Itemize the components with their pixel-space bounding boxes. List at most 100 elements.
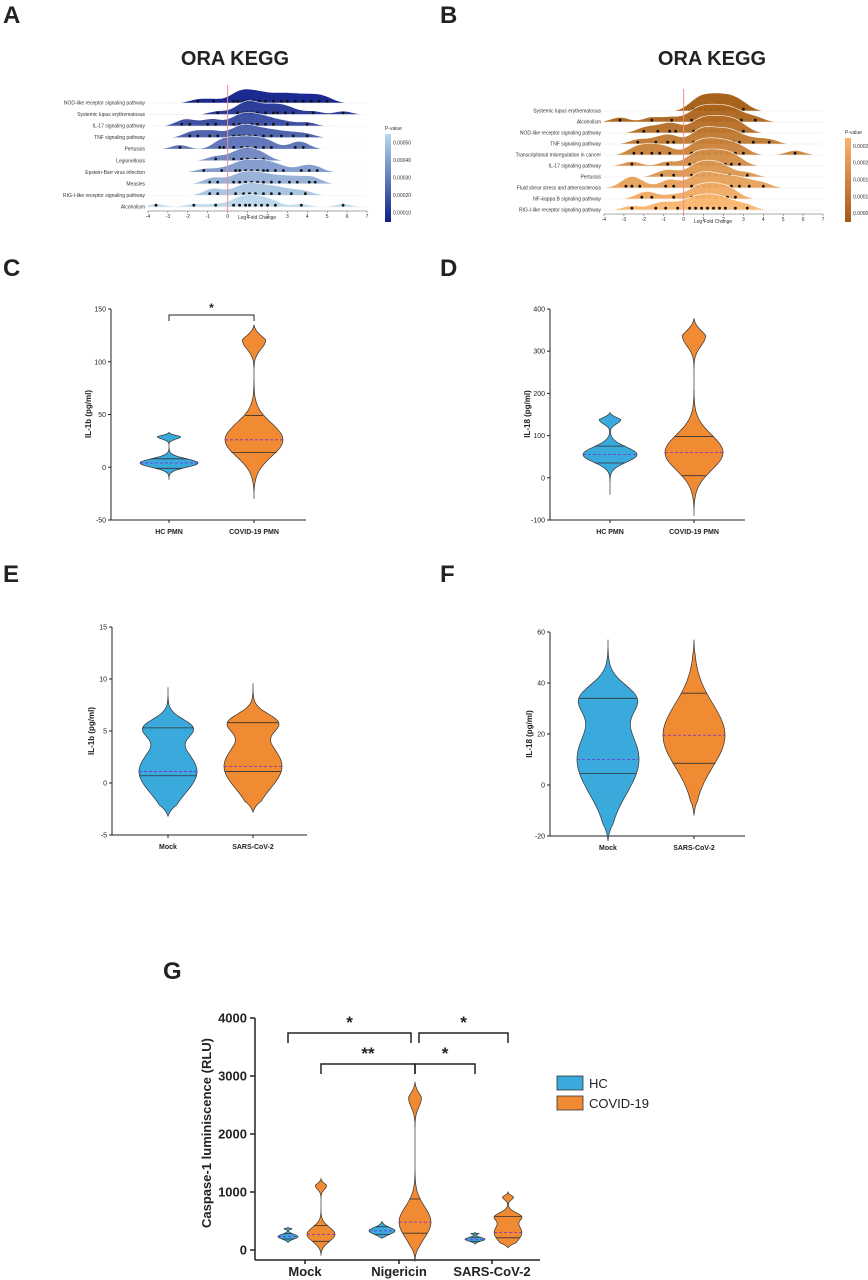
ridge-label: Pertussis — [580, 175, 601, 181]
ridge-point — [341, 111, 345, 115]
ridge-density — [604, 92, 823, 112]
ridge-point — [301, 146, 305, 149]
ridge-point — [650, 151, 654, 155]
ridge-label: Alcoholism — [577, 120, 601, 126]
ridge-density — [147, 123, 368, 138]
ridge-point — [216, 192, 220, 196]
ridge-point — [286, 99, 289, 103]
ridge-point — [638, 184, 642, 188]
panel-label-c: C — [3, 255, 20, 282]
ridge-point — [688, 162, 691, 166]
x-tick-label: 3 — [286, 214, 289, 220]
ridge-point — [761, 184, 765, 188]
ridge-point — [244, 180, 248, 184]
ridge-point — [284, 111, 287, 115]
violin-body — [224, 324, 284, 499]
ridge-point — [278, 192, 281, 196]
ridge-point — [234, 192, 238, 196]
y-tick-label: 4000 — [218, 1011, 247, 1026]
significance-star: * — [209, 301, 214, 315]
x-tick-label: 5 — [782, 217, 785, 223]
legend-swatch — [556, 1095, 584, 1111]
colorbar-tick: 0.00005 — [853, 211, 868, 217]
ridge-point — [734, 206, 737, 210]
ridge-point — [650, 118, 654, 122]
x-tick-label: COVID-19 PMN — [229, 529, 279, 536]
ridge-point — [753, 118, 757, 122]
y-tick-label: 100 — [533, 433, 545, 440]
ridge-point — [208, 192, 212, 196]
ridge-point — [258, 99, 261, 103]
colorbar-tick: 0.00050 — [393, 140, 411, 146]
ridge-point — [293, 146, 297, 149]
ridge-point — [745, 173, 749, 177]
ridge-label: TNF signaling pathway — [550, 142, 601, 148]
ridge-point — [307, 180, 311, 184]
ridge-point — [317, 99, 321, 103]
ridge-point — [262, 146, 265, 149]
y-tick-label: 100 — [94, 359, 106, 366]
y-tick-label: 40 — [537, 681, 545, 688]
ridge-point — [238, 180, 242, 184]
ridge-point — [232, 99, 236, 103]
ridge-point — [232, 157, 236, 161]
ridge-point — [305, 122, 309, 126]
ridge-point — [280, 99, 283, 103]
ridge-point — [632, 151, 636, 155]
x-tick-label: HC PMN — [155, 529, 183, 536]
y-axis-title-e: IL-1b (pg/ml) — [87, 707, 96, 755]
significance-star: ** — [361, 1044, 375, 1063]
ridge-label: Measles — [126, 181, 145, 187]
y-tick-label: 3000 — [218, 1069, 247, 1084]
ridge-point — [670, 118, 674, 122]
ridge-point — [216, 180, 220, 184]
colorbar — [845, 138, 851, 222]
ridge-point — [293, 99, 297, 103]
ridge-point — [238, 169, 242, 172]
ridge-density — [147, 147, 368, 162]
ridge-point — [724, 206, 727, 210]
violin-body — [464, 1232, 486, 1245]
ridge-density — [604, 115, 823, 134]
ridge-point — [196, 134, 200, 138]
y-tick-label: 200 — [533, 391, 545, 398]
ridge-density — [603, 193, 823, 211]
ridge-density — [147, 159, 368, 173]
x-tick-label: -4 — [602, 217, 607, 223]
ridge-label: Alcoholism — [121, 205, 145, 211]
ridge-label: RIG-I-like receptor signaling pathway — [63, 193, 145, 199]
ridge-point — [694, 206, 697, 210]
ridge-point — [222, 146, 226, 149]
ridge-label: Fluid shear stress and atherosclerosis — [517, 186, 602, 192]
ridge-label: Pertussis — [124, 147, 145, 153]
y-tick-label: 1000 — [218, 1185, 247, 1200]
x-axis-title-a: Log Fold Change — [238, 215, 277, 221]
violin-body — [306, 1177, 336, 1256]
ridge-point — [718, 206, 721, 210]
ridge-point — [264, 111, 267, 115]
ridge-point — [660, 173, 664, 177]
ridge-point — [640, 151, 644, 155]
ridge-point — [278, 180, 281, 184]
ridge-point — [690, 184, 693, 188]
x-tick-label: Nigericin — [371, 1264, 427, 1279]
panel-label-b: B — [440, 2, 457, 29]
ridge-point — [654, 140, 658, 144]
ridge-point — [676, 206, 680, 210]
x-tick-label: 0 — [682, 217, 685, 223]
y-tick-label: 0 — [103, 781, 107, 788]
ridge-density — [603, 171, 823, 189]
ridge-label: Transcriptional misregulation in cancer — [516, 153, 602, 159]
ridge-density — [603, 148, 823, 167]
ridge-density — [147, 135, 368, 150]
ridge-point — [664, 206, 668, 210]
x-tick-label: 2 — [722, 217, 725, 223]
legend-title-b: P-value — [845, 130, 862, 136]
ridge-density — [148, 88, 367, 104]
x-tick-label: -1 — [662, 217, 667, 223]
x-tick-label: 1 — [246, 214, 249, 220]
ridge-point — [274, 169, 277, 172]
ridge-point — [674, 129, 678, 133]
ridge-point — [232, 203, 236, 207]
